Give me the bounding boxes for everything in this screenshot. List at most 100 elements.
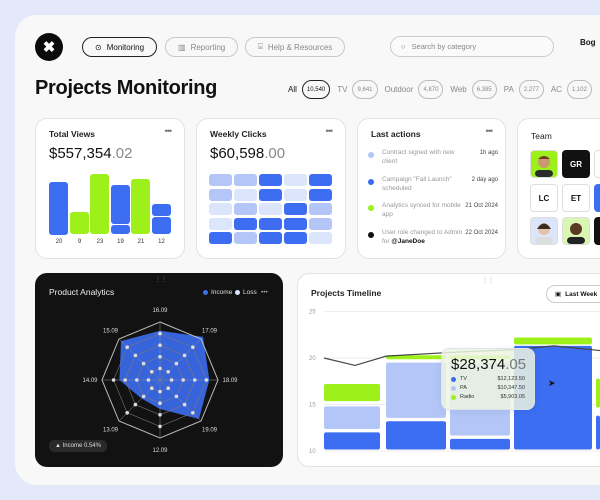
heatmap-cell[interactable] — [259, 217, 282, 230]
drag-handle-icon[interactable]: ⋮⋮ — [482, 278, 494, 284]
avatar[interactable] — [594, 150, 600, 178]
radar-point — [166, 386, 171, 391]
calendar-icon: ▣ — [555, 291, 562, 298]
heatmap-cell[interactable] — [309, 188, 332, 201]
drag-handle-icon[interactable]: ⋮⋮ — [155, 277, 167, 283]
heatmap-cell[interactable] — [284, 203, 307, 215]
filter-tv[interactable]: TV 9,641 — [337, 80, 378, 99]
bar-segment[interactable] — [69, 211, 89, 235]
stack-segment[interactable] — [324, 406, 380, 430]
legend-label: Loss — [243, 289, 257, 296]
heatmap-cell[interactable] — [284, 217, 307, 230]
stack-segment[interactable] — [450, 438, 510, 450]
radar-axis-label: 19.09 — [202, 427, 218, 433]
stack-segment[interactable] — [514, 337, 592, 345]
mention[interactable]: @JaneDoe — [391, 237, 425, 245]
heatmap-cell[interactable] — [259, 174, 282, 186]
action-item[interactable]: User role changed to Admin for @JaneDoe 2… — [368, 228, 498, 246]
radar-point — [125, 345, 129, 349]
avatar[interactable] — [594, 184, 600, 212]
heatmap-cell[interactable] — [209, 188, 232, 201]
heatmap-cell[interactable] — [259, 203, 282, 215]
card-title: Total Views — [49, 129, 95, 139]
heatmap-cell[interactable] — [309, 174, 332, 186]
heatmap-cell[interactable] — [309, 217, 332, 230]
stack-segment[interactable] — [324, 432, 380, 450]
row-label: PA — [460, 385, 467, 391]
radar-point — [141, 361, 146, 366]
stack-segment[interactable] — [596, 378, 600, 408]
filter-outdoor[interactable]: Outdoor 4,870 — [385, 80, 444, 99]
avatar[interactable] — [530, 150, 558, 178]
heatmap-cell[interactable] — [284, 188, 307, 201]
bar-segment[interactable] — [49, 182, 68, 235]
nav-reporting[interactable]: ▥ Reporting — [165, 37, 239, 57]
stack-segment[interactable] — [386, 421, 446, 450]
bar-segment[interactable] — [110, 184, 130, 224]
heatmap-cell[interactable] — [309, 232, 332, 244]
heatmap-cell[interactable] — [209, 217, 232, 230]
stack-segment[interactable] — [324, 384, 380, 402]
filter-pa[interactable]: PA 2,277 — [504, 80, 544, 99]
radar-point — [174, 394, 179, 399]
heatmap-cell[interactable] — [259, 188, 282, 201]
avatar[interactable]: ET — [562, 184, 590, 212]
heatmap-cell[interactable] — [234, 188, 257, 201]
app-logo[interactable]: ✖ — [35, 33, 63, 61]
heatmap-cell[interactable] — [284, 232, 307, 244]
avatar[interactable] — [594, 217, 600, 245]
heatmap-cell[interactable] — [284, 174, 307, 186]
avatar[interactable] — [562, 217, 590, 245]
radar-point — [204, 378, 209, 382]
search-input[interactable]: ○ Search by category — [390, 36, 554, 57]
filter-all[interactable]: All 10,540 — [288, 80, 331, 99]
filter-ac[interactable]: AC 1,102 — [551, 80, 592, 99]
help-icon: ⌸ — [258, 42, 263, 51]
card-title: Projects Timeline — [311, 288, 382, 298]
bar-segment[interactable] — [131, 179, 150, 235]
bar-label: 21 — [137, 239, 145, 245]
filter-web[interactable]: Web 6,385 — [450, 80, 497, 99]
play-circle-icon: ⊙ — [95, 42, 102, 52]
avatar[interactable]: GR — [562, 150, 590, 178]
stack-segment[interactable] — [386, 362, 446, 418]
action-item[interactable]: Campaign "Fall Launch" scheduled 2 day ag… — [368, 175, 498, 193]
bar-label: 12 — [158, 239, 165, 245]
radar-point — [158, 424, 162, 429]
more-icon[interactable]: ••• — [485, 126, 494, 136]
avatar[interactable]: LC — [530, 184, 558, 212]
amount: $60,598 — [210, 145, 265, 162]
more-icon[interactable]: ••• — [261, 289, 268, 296]
heatmap-cell[interactable] — [234, 232, 257, 244]
nav-monitoring[interactable]: ⊙ Monitoring — [82, 37, 158, 57]
user-name[interactable]: Bog — [580, 38, 596, 47]
legend-dot — [451, 394, 456, 400]
y-tick-label: 10 — [309, 449, 316, 455]
heatmap-cell[interactable] — [209, 203, 232, 215]
tooltip-row: Radio $5,903.05 — [451, 394, 525, 400]
heatmap-cell[interactable] — [259, 232, 282, 244]
action-desc: User role changed to Admin for — [382, 228, 463, 245]
bar-segment[interactable] — [151, 217, 171, 235]
heatmap-cell[interactable] — [234, 174, 257, 186]
more-icon[interactable]: ••• — [164, 126, 173, 136]
avatar[interactable] — [530, 217, 558, 245]
action-item[interactable]: Contract signed with new client 1h ago — [368, 148, 498, 166]
stack-segment[interactable] — [386, 355, 446, 360]
action-item[interactable]: Analytics synced for mobile app 21 Oct 20… — [368, 201, 498, 219]
period-select[interactable]: ▣ Last Week — [546, 285, 600, 303]
heatmap-cell[interactable] — [234, 217, 257, 230]
bar-segment[interactable] — [90, 173, 109, 235]
nav-help[interactable]: ⌸ Help & Resources — [245, 37, 346, 57]
cents: .05 — [505, 356, 527, 373]
heatmap-cell[interactable] — [209, 232, 232, 244]
heatmap-cell[interactable] — [234, 203, 257, 215]
more-icon[interactable]: ••• — [325, 126, 334, 136]
bar-segment[interactable] — [110, 225, 130, 235]
filter-count: 2,277 — [518, 80, 544, 99]
bar-segment[interactable] — [151, 203, 171, 216]
heatmap-cell[interactable] — [209, 174, 232, 186]
filter-count: 1,102 — [566, 80, 592, 99]
stack-segment[interactable] — [596, 415, 600, 450]
heatmap-cell[interactable] — [309, 203, 332, 215]
